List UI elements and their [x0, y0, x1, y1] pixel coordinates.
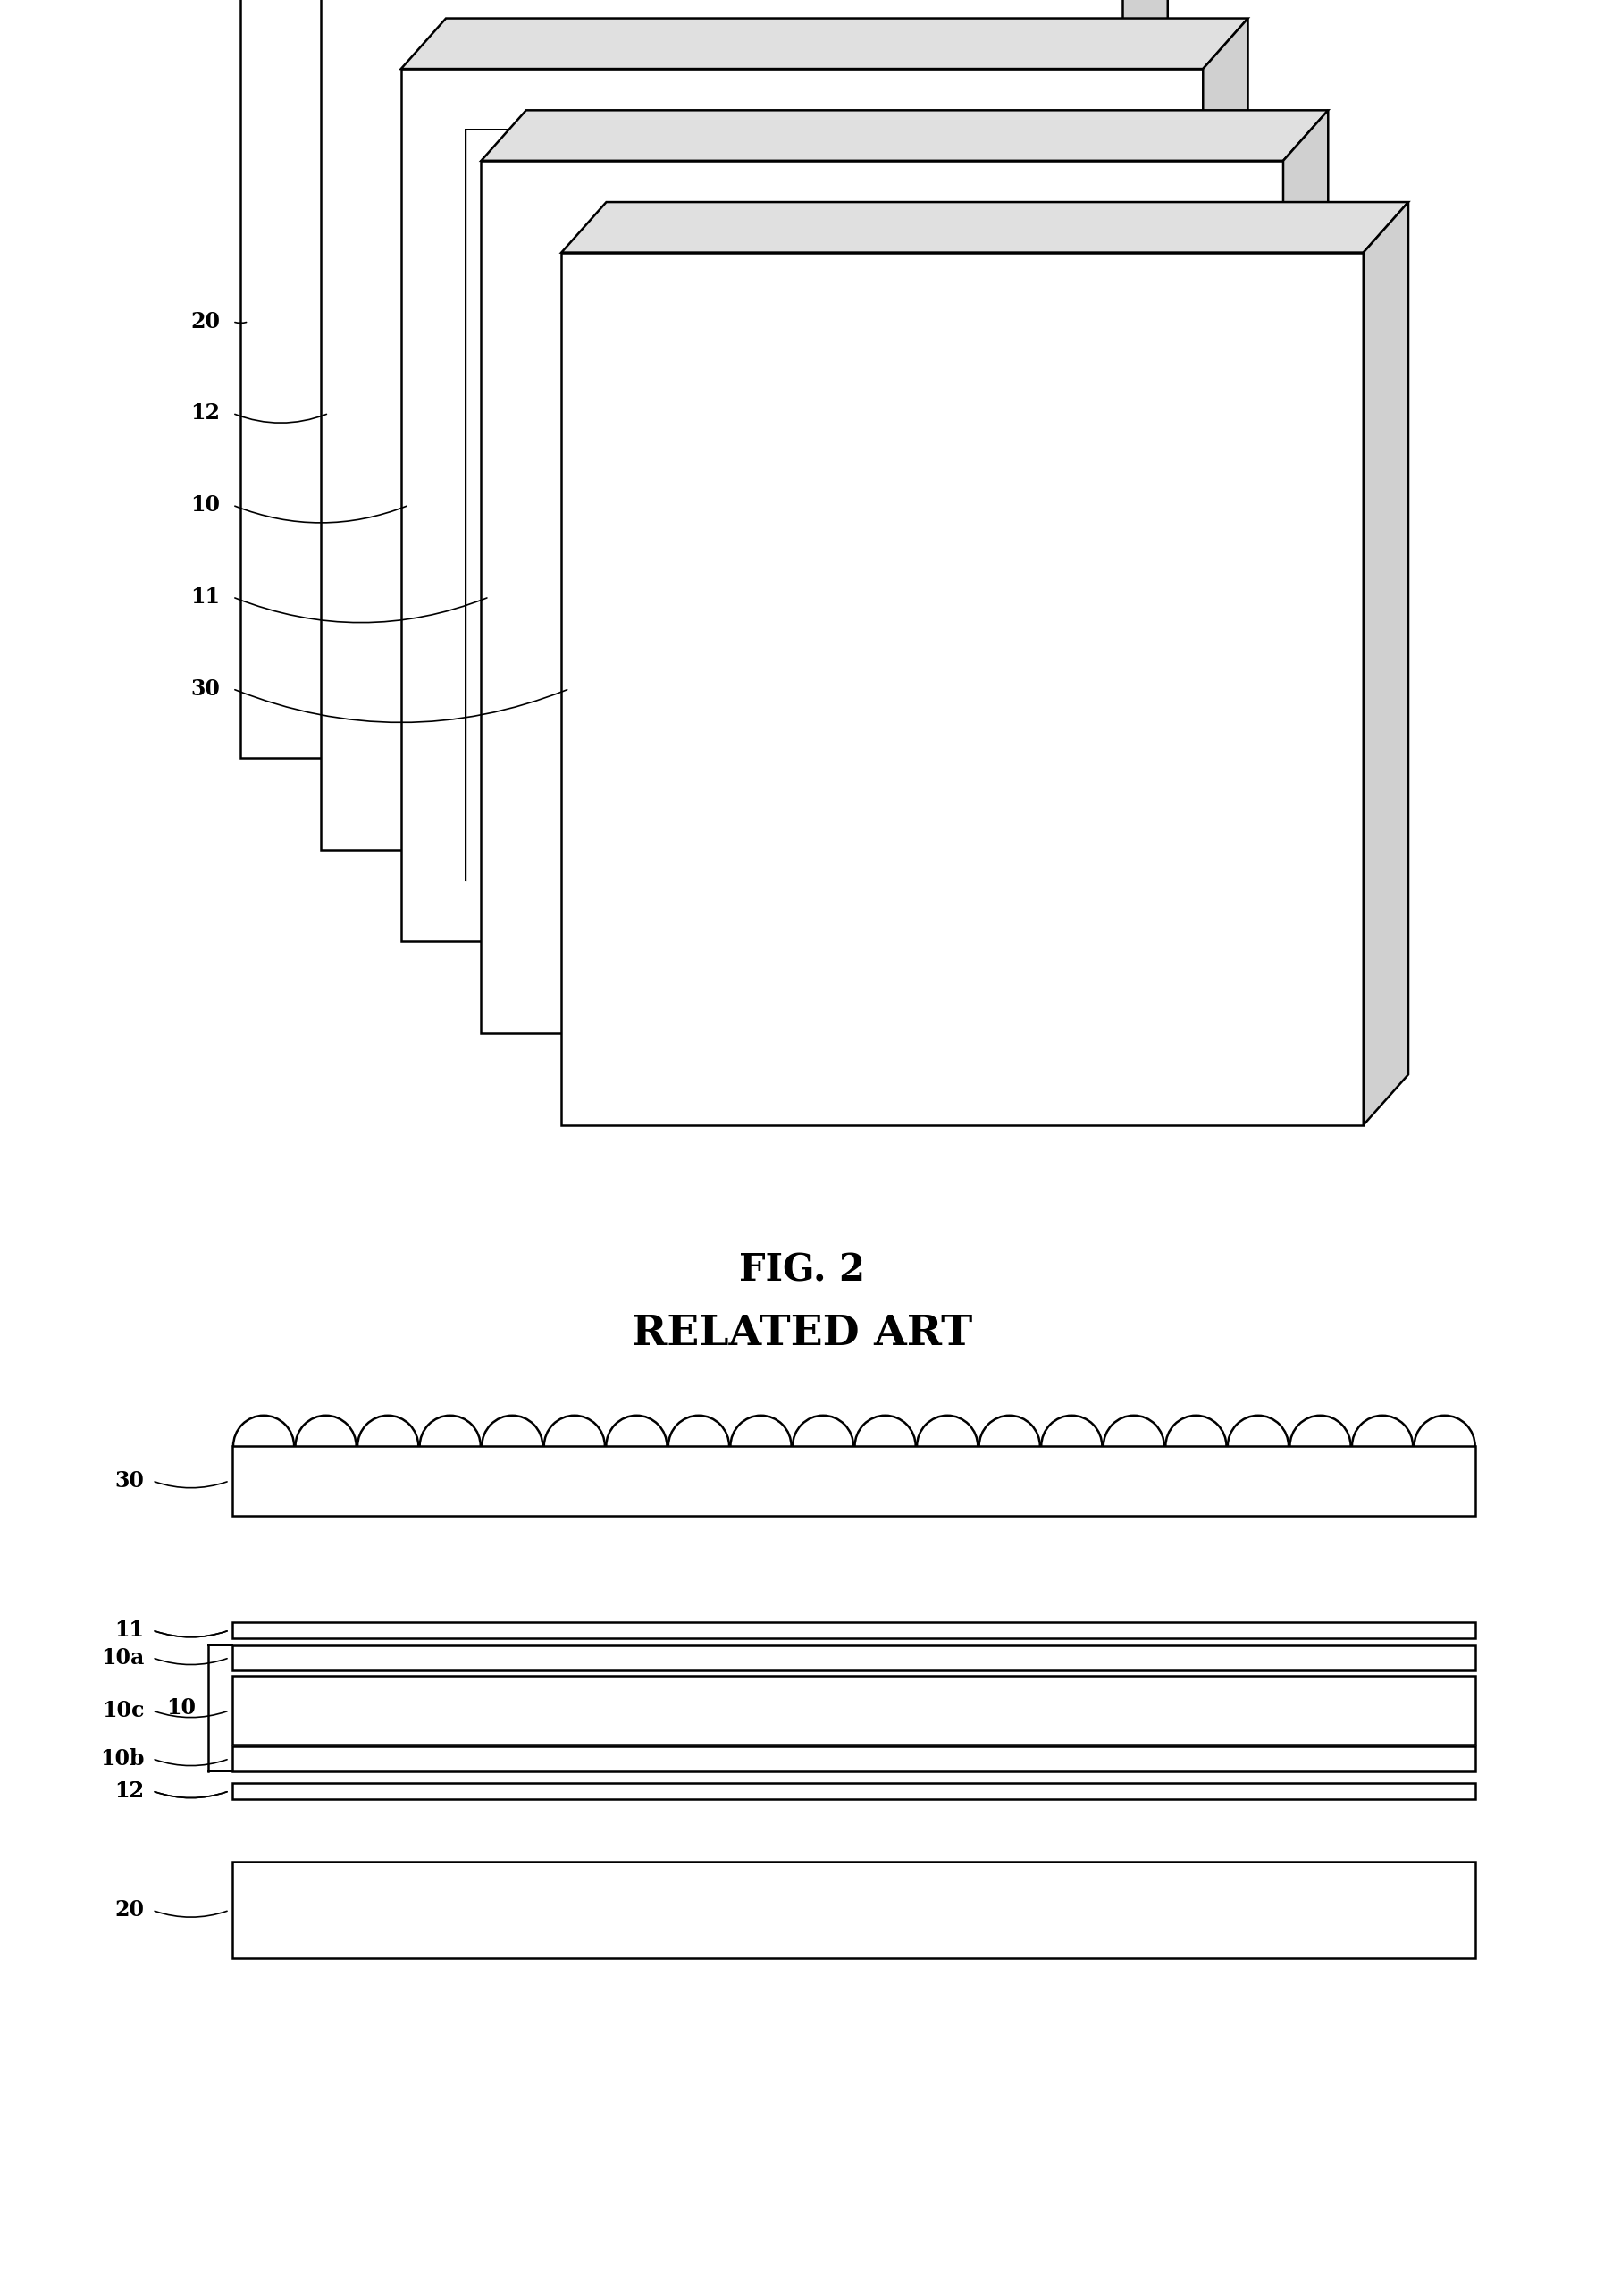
Polygon shape: [561, 253, 1363, 1125]
Polygon shape: [1123, 0, 1168, 850]
Text: RELATED ART: RELATED ART: [632, 101, 972, 142]
Text: RELATED ART: RELATED ART: [632, 1313, 972, 1355]
Polygon shape: [481, 110, 1328, 161]
Text: 20: 20: [191, 310, 220, 333]
Text: 10b: 10b: [99, 1747, 144, 1770]
Text: FIG. 1: FIG. 1: [739, 51, 865, 87]
Text: 12: 12: [115, 1779, 144, 1802]
Polygon shape: [1043, 0, 1088, 758]
Text: 11: 11: [115, 1619, 144, 1642]
Text: 11: 11: [191, 585, 220, 608]
Text: 11: 11: [115, 1619, 144, 1642]
Polygon shape: [561, 202, 1408, 253]
Polygon shape: [401, 69, 1203, 941]
Text: 10c: 10c: [103, 1699, 144, 1722]
Text: 10a: 10a: [101, 1646, 144, 1669]
Text: 30: 30: [115, 1469, 144, 1492]
Bar: [233, 1782, 1476, 1800]
Polygon shape: [481, 161, 1283, 1033]
Polygon shape: [241, 0, 1043, 758]
Bar: [233, 1676, 1476, 1745]
Polygon shape: [401, 18, 1248, 69]
Text: 20: 20: [115, 1899, 144, 1922]
Text: FIG. 2: FIG. 2: [739, 1251, 865, 1288]
Polygon shape: [321, 0, 1123, 850]
Bar: [233, 1745, 1476, 1773]
Text: 10: 10: [191, 494, 220, 517]
Text: 12: 12: [191, 402, 220, 425]
Polygon shape: [1283, 110, 1328, 1033]
Text: 30: 30: [191, 677, 220, 700]
Bar: [233, 1621, 1476, 1639]
Polygon shape: [1363, 202, 1408, 1125]
Text: 12: 12: [115, 1779, 144, 1802]
Bar: [233, 1862, 1476, 1958]
Bar: [233, 1446, 1476, 1515]
Bar: [233, 1644, 1476, 1671]
Text: 10: 10: [167, 1697, 196, 1720]
Polygon shape: [1203, 18, 1248, 941]
